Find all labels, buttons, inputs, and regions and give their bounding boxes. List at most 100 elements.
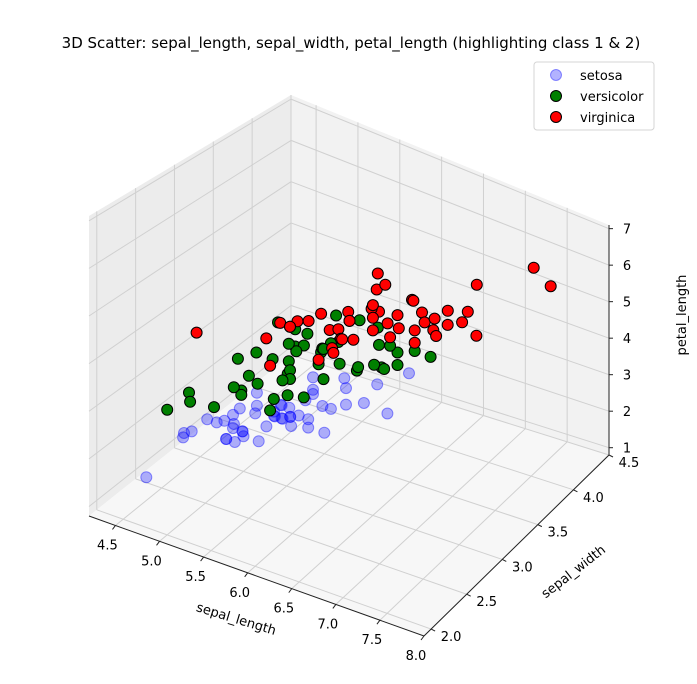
- point-setosa: [381, 407, 394, 420]
- y-axis-line: [423, 454, 610, 637]
- point-setosa: [227, 408, 239, 421]
- grid-line-z-left: [88, 181, 292, 317]
- grid-line-z-left: [88, 98, 292, 222]
- x-tick-mark: [376, 619, 381, 625]
- point-setosa: [324, 402, 337, 415]
- point-setosa: [250, 399, 263, 412]
- y-tick-mark: [573, 489, 578, 493]
- point-virginica: [336, 333, 349, 346]
- grid-line-x-floor: [115, 362, 317, 526]
- grid-line-z-left: [88, 263, 292, 412]
- point-virginica: [527, 261, 540, 274]
- point-virginica: [366, 311, 379, 324]
- grid-line-z-left: [88, 346, 292, 507]
- point-versicolor: [301, 327, 314, 340]
- z-tick-label: 1: [623, 442, 631, 457]
- x-tick-label: 4.5: [97, 539, 118, 554]
- z-tick-label: 7: [623, 223, 631, 238]
- point-setosa: [316, 400, 329, 412]
- point-virginica: [384, 331, 397, 344]
- grid-line-x-floor: [247, 401, 442, 574]
- grid-line-y-floor: [252, 385, 574, 491]
- point-versicolor: [227, 381, 240, 394]
- y-tick-label: 4.5: [619, 456, 640, 471]
- point-setosa: [236, 425, 249, 438]
- y-tick-label: 2.5: [476, 595, 497, 610]
- grid-lines: [88, 95, 610, 637]
- point-virginica: [408, 324, 421, 337]
- point-virginica: [190, 326, 203, 339]
- point-versicolor: [290, 345, 303, 358]
- point-versicolor: [242, 369, 255, 382]
- point-virginica: [366, 324, 379, 337]
- x-tick-label: 6.0: [229, 586, 250, 601]
- point-versicolor: [317, 373, 330, 386]
- point-setosa: [237, 430, 250, 443]
- z-tick-label: 2: [623, 405, 631, 420]
- point-setosa: [284, 410, 297, 423]
- x-tick-label: 5.5: [185, 570, 206, 585]
- z-tick-label: 5: [623, 296, 631, 311]
- x-tick-mark: [332, 604, 337, 609]
- z-tick-label: 3: [623, 369, 631, 384]
- point-setosa: [227, 422, 239, 435]
- point-setosa: [371, 378, 384, 391]
- point-versicolor: [368, 358, 381, 371]
- point-setosa: [284, 410, 297, 423]
- point-virginica: [312, 353, 325, 366]
- point-setosa: [283, 401, 296, 414]
- grid-line-x-floor: [291, 415, 484, 590]
- point-setosa: [340, 398, 352, 411]
- point-setosa: [318, 426, 331, 439]
- point-setosa: [276, 412, 289, 425]
- point-virginica: [441, 304, 454, 317]
- grid-line-z-back: [290, 139, 610, 266]
- point-versicolor: [297, 391, 310, 404]
- grid-line-z-back: [290, 98, 610, 230]
- point-versicolor: [250, 346, 263, 359]
- point-virginica: [366, 299, 379, 312]
- x-axis-line: [88, 515, 425, 637]
- point-versicolor: [231, 352, 244, 365]
- point-virginica: [470, 278, 483, 291]
- point-setosa: [220, 433, 233, 445]
- x-tick-label: 6.5: [273, 602, 294, 617]
- point-setosa: [403, 367, 415, 380]
- point-setosa: [201, 413, 214, 426]
- point-virginica: [470, 329, 483, 342]
- point-virginica: [392, 322, 405, 335]
- point-setosa: [307, 383, 319, 396]
- point-virginica: [284, 320, 296, 333]
- point-setosa: [178, 427, 190, 439]
- tick-labels: 4.5 5.0 5.5 6.0 6.5 7.0 7.5 8.0 2.0 2.5 3.0 3.5 4.0 4…: [97, 223, 639, 664]
- x-tick-label: 5.0: [141, 554, 162, 569]
- grid-line-z-back: [290, 222, 610, 339]
- point-versicolor: [330, 309, 343, 322]
- point-versicolor: [333, 357, 346, 370]
- point-setosa: [252, 435, 265, 448]
- point-versicolor: [208, 401, 220, 414]
- grid-line-x-floor: [159, 375, 359, 542]
- x-tick-label: 8.0: [406, 649, 427, 664]
- y-axis-label: sepal_width: [539, 543, 609, 602]
- x-tick-label: 7.5: [362, 633, 383, 648]
- legend-marker-versicolor: [550, 90, 562, 102]
- point-setosa: [340, 382, 352, 395]
- point-versicolor: [161, 403, 174, 416]
- point-setosa: [249, 407, 262, 420]
- point-versicolor: [353, 314, 366, 327]
- point-setosa: [302, 421, 315, 434]
- x-tick-mark: [420, 635, 425, 641]
- grid-line-y-floor: [290, 354, 610, 456]
- legend-label-virginica: virginica: [580, 111, 635, 126]
- point-setosa: [357, 397, 370, 409]
- point-setosa: [210, 416, 223, 429]
- point-setosa: [220, 433, 233, 445]
- x-tick-mark: [288, 588, 293, 593]
- point-versicolor: [264, 404, 277, 417]
- point-versicolor: [373, 338, 385, 351]
- point-virginica: [461, 305, 474, 318]
- point-virginica: [418, 316, 431, 329]
